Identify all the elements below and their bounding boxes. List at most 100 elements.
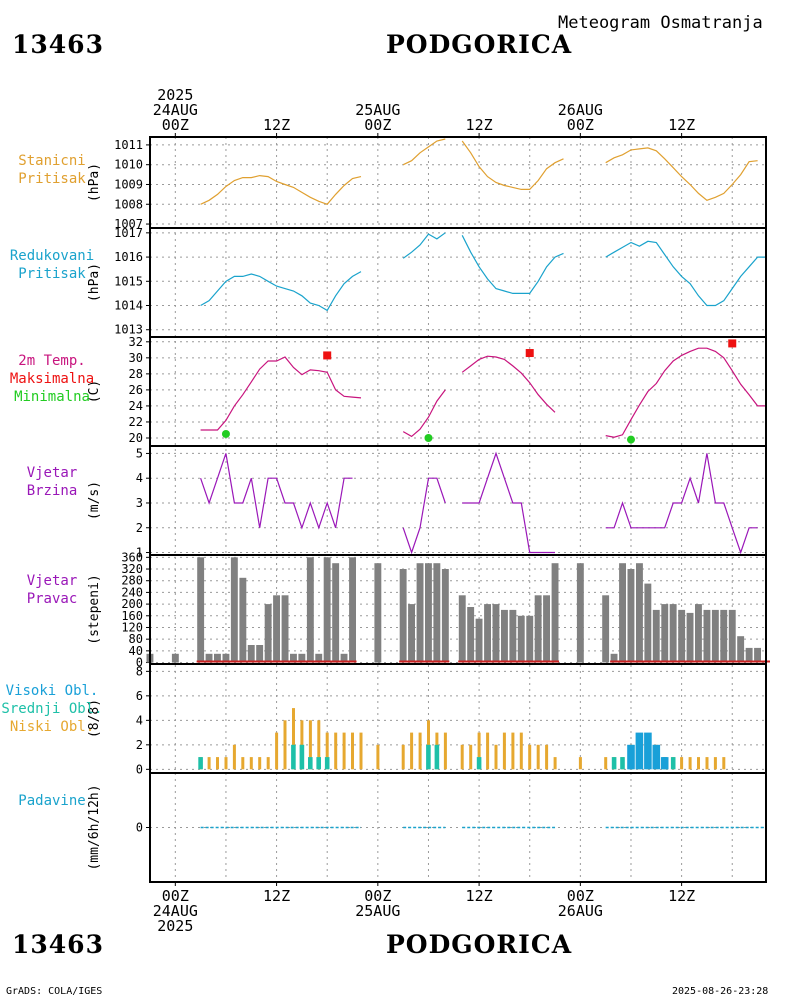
- visoki-obl-srednji-obl-niski-obl-label-line: Visoki Obl.: [6, 683, 99, 699]
- stanicni-pritisak-label-line: Stanicni: [18, 153, 85, 169]
- cloud-niski-obl-bar: [469, 744, 473, 770]
- redukovani-pritisak-panel-frame: [149, 227, 767, 338]
- wind-direction-bar: [551, 563, 559, 663]
- wind-direction-bar: [340, 653, 348, 663]
- cloud-srednji-obl-bar: [670, 757, 676, 770]
- y-tick-label: 360: [121, 550, 143, 564]
- wind-direction-bar: [678, 609, 686, 663]
- y-tick-label: 32: [129, 335, 143, 349]
- time-axis-bottom-label: 00Z: [567, 887, 594, 905]
- meteogram-subtitle: Meteogram Osmatranja: [558, 13, 763, 33]
- y-tick-label: 1016: [114, 250, 143, 264]
- wind-direction-bar: [441, 569, 449, 663]
- time-axis-bottom-label: 25AUG: [355, 902, 400, 920]
- y-tick-label: 4: [136, 471, 143, 485]
- cloud-niski-obl-bar: [249, 757, 253, 770]
- cloud-niski-obl-bar: [511, 732, 515, 770]
- y-tick-label: 28: [129, 367, 143, 381]
- tmin-marker: [626, 435, 635, 444]
- cloud-niski-obl-bar: [224, 757, 228, 770]
- wind-direction-bar: [433, 563, 441, 663]
- vjetar-brzina-series-line: [462, 451, 555, 554]
- wind-direction-bar: [686, 612, 694, 663]
- y-tick-label: 30: [129, 351, 143, 365]
- y-tick-label: 22: [129, 415, 143, 429]
- cloud-niski-obl-bar: [317, 720, 321, 770]
- redukovani-pritisak-series-line: [402, 232, 446, 259]
- cloud-niski-obl-bar: [528, 744, 532, 770]
- wind-direction-bar: [526, 615, 534, 663]
- time-axis-bottom-label: 26AUG: [558, 902, 603, 920]
- cloud-srednji-obl-bar: [426, 744, 431, 770]
- cloud-visoki-obl-bar: [635, 732, 644, 770]
- vjetar-brzina-series-line: [402, 477, 446, 555]
- cloud-niski-obl-bar: [325, 732, 329, 770]
- cloud-niski-obl-bar: [283, 720, 287, 770]
- redukovani-pritisak-series-line: [605, 240, 766, 307]
- cloud-visoki-obl-bar: [652, 744, 661, 770]
- wind-direction-bar: [543, 595, 550, 663]
- y-tick-label: 6: [136, 689, 143, 703]
- tmax-marker: [525, 349, 534, 358]
- y-tick-label: 240: [121, 585, 143, 599]
- wind-direction-bar: [323, 557, 331, 663]
- wind-direction-bar: [728, 609, 736, 663]
- y-tick-label: 320: [121, 562, 143, 576]
- cloud-niski-obl-bar: [578, 757, 582, 770]
- stanicni-pritisak-unit-label: (hPa): [87, 163, 102, 202]
- time-axis-top-label: 2025: [157, 86, 193, 104]
- visoki-obl-srednji-obl-niski-obl-label-line: Srednji Obl.: [1, 701, 102, 717]
- wind-direction-bar: [408, 604, 415, 663]
- cloud-srednji-obl-bar: [620, 757, 625, 770]
- cloud-srednji-obl-bar: [308, 757, 313, 770]
- redukovani-pritisak-label-line: Pritisak: [18, 266, 86, 282]
- wind-direction-bar: [627, 569, 635, 663]
- wind-direction-bar: [517, 615, 525, 663]
- y-tick-label: 200: [121, 597, 143, 611]
- cloud-niski-obl-bar: [722, 757, 726, 770]
- time-axis-top-label: 24AUG: [153, 101, 198, 119]
- vjetar-pravac-label-line: Pravac: [27, 591, 78, 607]
- wind-direction-bar: [501, 609, 508, 663]
- stanicni-pritisak-label-line: Pritisak: [18, 171, 86, 187]
- vjetar-brzina-unit-label: (m/s): [87, 481, 102, 520]
- wind-direction-bar: [644, 583, 652, 663]
- time-axis-top-label: 00Z: [162, 116, 189, 134]
- cloud-visoki-obl-bar: [627, 744, 635, 770]
- cloud-niski-obl-bar: [401, 744, 405, 770]
- wind-direction-bar: [484, 604, 491, 663]
- stanicni-pritisak-panel-frame: [149, 136, 767, 229]
- cloud-srednji-obl-bar: [476, 757, 482, 770]
- wind-direction-bar: [256, 645, 264, 663]
- cloud-niski-obl-bar: [232, 744, 236, 770]
- wind-direction-bar: [602, 595, 610, 663]
- 2m-temp-maksimalna-minimalna-label-line: 2m Temp.: [18, 353, 85, 369]
- cloud-visoki-obl-bar: [644, 732, 652, 770]
- y-tick-label: 5: [136, 446, 143, 460]
- visoki-obl-srednji-obl-niski-obl-panel-frame: [149, 663, 767, 774]
- y-tick-label: 4: [136, 713, 143, 727]
- 2m-temp-maksimalna-minimalna-series-line: [200, 356, 362, 431]
- wind-direction-bar: [264, 604, 272, 663]
- wind-direction-bar: [205, 653, 213, 663]
- grads-credit: GrADS: COLA/IGES: [6, 986, 103, 997]
- cloud-niski-obl-bar: [553, 757, 557, 770]
- cloud-niski-obl-bar: [604, 757, 608, 770]
- time-axis-top-label: 12Z: [466, 116, 493, 134]
- padavine-panel-frame: [149, 772, 767, 883]
- wind-direction-bar: [534, 595, 542, 663]
- wind-direction-bar: [695, 604, 702, 663]
- wind-direction-bar: [703, 609, 711, 663]
- station-id: 13463: [12, 30, 104, 59]
- generated-timestamp: 2025-08-26-23:28: [672, 986, 769, 997]
- y-tick-label: 1009: [114, 177, 143, 191]
- padavine-label-line: Padavine: [18, 793, 85, 809]
- wind-direction-bar: [467, 607, 475, 663]
- cloud-niski-obl-bar: [359, 732, 363, 770]
- wind-direction-bar: [576, 563, 584, 663]
- wind-direction-bar: [458, 595, 466, 663]
- cloud-niski-obl-bar: [376, 744, 380, 770]
- cloud-niski-obl-bar: [519, 732, 523, 770]
- wind-direction-bar: [399, 569, 407, 663]
- y-tick-label: 1015: [114, 274, 143, 288]
